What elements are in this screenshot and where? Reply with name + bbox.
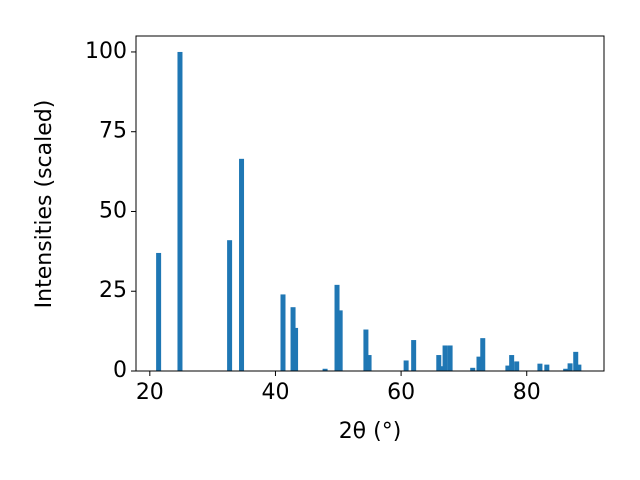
x-tick-label: 40 <box>261 380 289 405</box>
x-tick-label: 80 <box>513 380 541 405</box>
y-tick-label: 50 <box>99 198 127 223</box>
bar <box>476 356 482 371</box>
bar <box>322 368 328 371</box>
bar <box>337 310 343 371</box>
bar <box>403 360 409 371</box>
bar <box>439 366 445 371</box>
bar <box>514 361 520 371</box>
bar <box>537 363 543 371</box>
y-tick-label: 100 <box>85 39 127 64</box>
bar <box>177 51 183 371</box>
bar <box>239 158 245 371</box>
bar <box>573 351 579 371</box>
bar <box>156 252 162 371</box>
bar <box>576 364 582 371</box>
bar <box>293 327 299 371</box>
bar <box>436 355 442 371</box>
plot-frame <box>135 35 605 372</box>
bar <box>227 240 233 371</box>
x-tick-label: 60 <box>387 380 415 405</box>
bar <box>480 338 486 371</box>
y-tick-label: 25 <box>99 278 127 303</box>
y-tick-label: 75 <box>99 119 127 144</box>
bar <box>290 307 296 371</box>
bar <box>447 345 453 371</box>
bar <box>505 365 511 371</box>
bar <box>280 294 286 371</box>
bar <box>363 329 369 371</box>
y-tick-label: 0 <box>113 358 127 383</box>
bar <box>567 363 573 371</box>
x-tick-label: 20 <box>136 380 164 405</box>
bar <box>411 340 417 371</box>
x-axis-label: 2θ (°) <box>339 419 402 444</box>
bar <box>334 284 340 371</box>
bar <box>563 368 569 371</box>
bar <box>366 355 372 371</box>
bar <box>470 367 476 371</box>
y-axis-label: Intensities (scaled) <box>32 100 57 309</box>
bar <box>544 364 550 371</box>
bar <box>442 345 448 371</box>
bar <box>509 355 515 371</box>
